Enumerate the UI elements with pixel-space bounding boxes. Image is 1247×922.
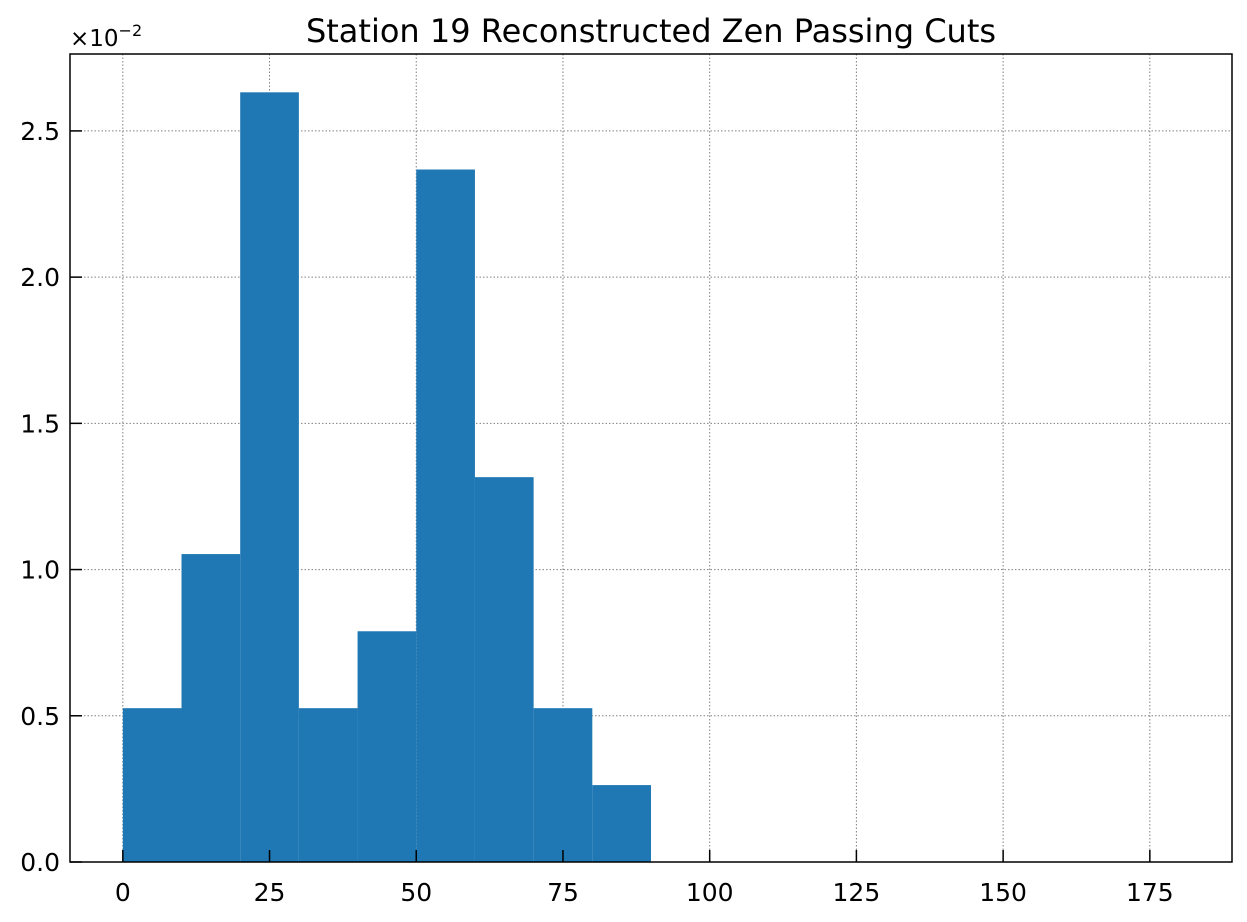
- y-tick-label: 2.5: [20, 117, 60, 146]
- x-tick-label: 100: [686, 878, 734, 907]
- y-offset-base: ×10: [70, 26, 119, 52]
- y-axis-offset-label: ×10−2: [70, 21, 142, 52]
- histogram-bar: [474, 477, 534, 862]
- x-tick-label: 125: [833, 878, 881, 907]
- y-tick-label: 0.0: [20, 848, 60, 877]
- y-tick-label: 2.0: [20, 263, 60, 292]
- bars: [122, 92, 651, 862]
- histogram-bar: [416, 169, 475, 862]
- x-tick-label: 0: [115, 878, 131, 907]
- histogram-bar: [122, 708, 182, 862]
- ticks: [70, 130, 1151, 863]
- axes-frame: [69, 53, 1233, 863]
- x-tick-label: 50: [400, 878, 432, 907]
- x-tick-label: 150: [979, 878, 1027, 907]
- histogram-bar: [592, 785, 651, 862]
- tick-labels: 0 25 50 75 100 125 150 175 0.0 0.5 1.0 1.5 2.0 2.5: [20, 117, 1173, 907]
- histogram-bar: [298, 708, 358, 862]
- y-tick-label: 1.0: [20, 556, 60, 585]
- histogram-bar: [357, 631, 417, 862]
- chart-title: Station 19 Reconstructed Zen Passing Cut…: [306, 12, 996, 50]
- x-tick-label: 175: [1126, 878, 1174, 907]
- y-tick-label: 1.5: [20, 409, 60, 438]
- x-tick-label: 75: [547, 878, 579, 907]
- histogram-bar: [240, 92, 299, 862]
- histogram-bar: [533, 708, 593, 862]
- histogram-bar: [181, 554, 241, 862]
- x-tick-label: 25: [254, 878, 286, 907]
- y-offset-exponent: −2: [119, 21, 143, 40]
- y-tick-label: 0.5: [20, 702, 60, 731]
